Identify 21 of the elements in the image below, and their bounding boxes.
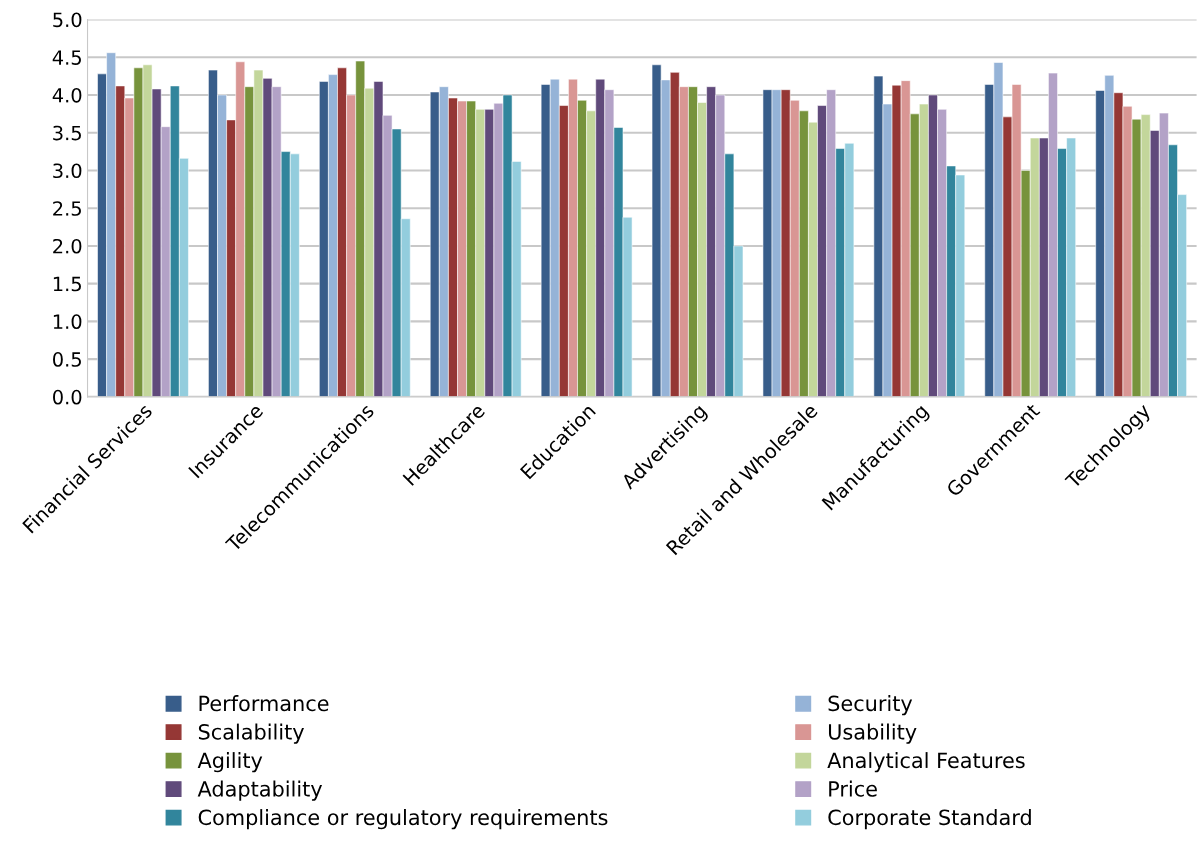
y-tick-label: 3.0	[53, 163, 82, 179]
legend-label: Agility	[197, 752, 263, 773]
y-tick-label: 1.0	[53, 314, 82, 330]
legend-label: Scalability	[198, 723, 304, 744]
y-tick-label: 4.0	[52, 87, 82, 103]
legend-label: Adaptability	[197, 780, 323, 801]
y-tick-label: 0.0	[53, 389, 82, 405]
legend-label: Price	[829, 780, 877, 797]
y-tick-label: 2.0	[53, 238, 82, 254]
legend-label: Usability	[828, 723, 917, 744]
y-tick-label: 5.0	[53, 12, 82, 28]
y-tick-label: 4.5	[52, 50, 81, 65]
y-tick-label: 3.5	[53, 125, 81, 141]
legend-label: Corporate Standard	[828, 809, 1031, 830]
y-tick-label: 0.5	[53, 352, 81, 367]
legend-label: Security	[828, 695, 913, 716]
legend-label: Analytical Features	[827, 752, 1025, 773]
legend-label: Compliance or regulatory requirements	[198, 809, 608, 830]
legend-label: Performance	[199, 695, 329, 712]
y-tick-label: 1.5	[53, 276, 81, 292]
y-tick-label: 2.5	[53, 201, 81, 216]
